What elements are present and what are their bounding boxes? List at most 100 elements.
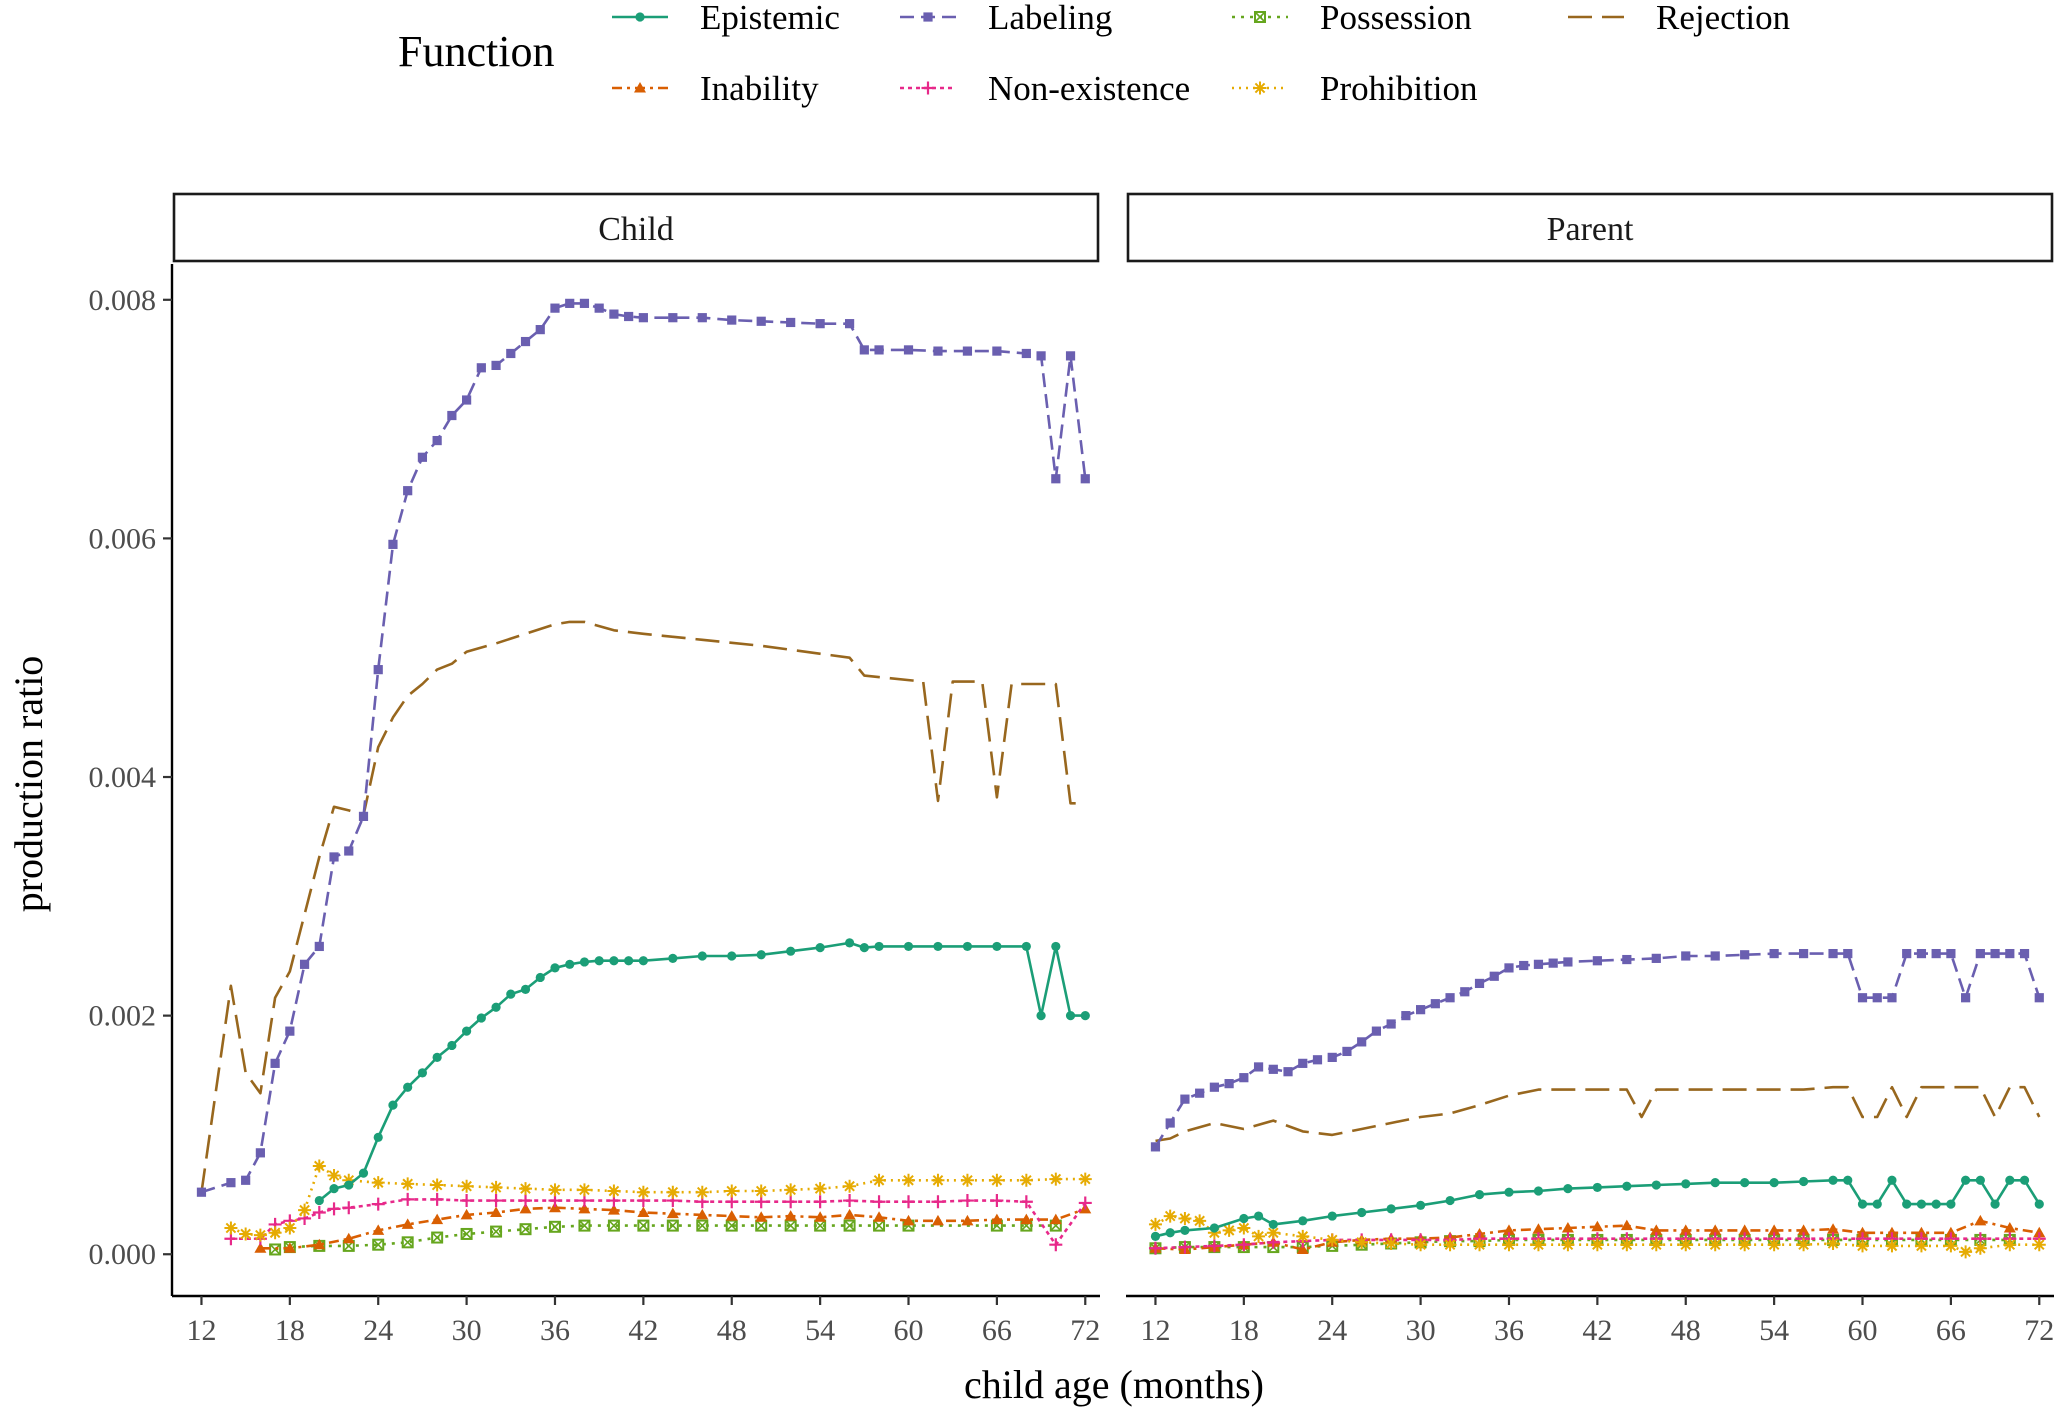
data-point-epistemic xyxy=(1681,1179,1691,1189)
legend-item-prohibition: Prohibition xyxy=(1232,69,1478,108)
data-point-prohibition xyxy=(1355,1235,1369,1249)
data-point-nonexistence xyxy=(784,1195,798,1209)
data-point-labeling xyxy=(1489,971,1499,981)
data-point-inability xyxy=(990,1213,1003,1225)
data-point-epistemic xyxy=(933,941,943,952)
data-point-epistemic xyxy=(903,941,914,952)
data-point-prohibition xyxy=(1885,1239,1899,1253)
data-point-labeling xyxy=(1224,1079,1234,1089)
data-point-epistemic xyxy=(1298,1216,1308,1226)
data-point-labeling xyxy=(874,345,884,355)
data-point-labeling xyxy=(1080,474,1090,484)
data-point-prohibition xyxy=(1049,1172,1063,1186)
data-point-prohibition xyxy=(519,1182,533,1196)
data-point-labeling xyxy=(1150,1142,1161,1152)
data-point-epistemic xyxy=(2034,1199,2044,1209)
data-point-labeling xyxy=(550,303,560,313)
data-point-epistemic xyxy=(417,1068,428,1078)
x-tick-label: 12 xyxy=(186,1314,216,1347)
x-tick-label: 18 xyxy=(1229,1314,1259,1347)
data-point-prohibition xyxy=(1973,1241,1987,1255)
data-point-prohibition xyxy=(1078,1172,1092,1186)
data-point-prohibition xyxy=(990,1173,1004,1187)
data-point-labeling xyxy=(299,959,310,969)
data-point-labeling xyxy=(1036,351,1046,361)
data-point-epistemic xyxy=(1065,1011,1076,1021)
data-point-possession xyxy=(637,1219,650,1232)
data-point-epistemic xyxy=(403,1082,413,1092)
data-point-epistemic xyxy=(1769,1178,1779,1188)
data-point-labeling xyxy=(520,336,531,347)
data-point-labeling xyxy=(2034,993,2044,1003)
data-point-prohibition xyxy=(666,1185,680,1199)
data-point-labeling xyxy=(506,348,516,359)
data-point-prohibition xyxy=(312,1159,326,1173)
data-point-prohibition xyxy=(1163,1209,1177,1223)
data-point-epistemic xyxy=(1150,1231,1161,1241)
data-point-inability xyxy=(519,1202,532,1214)
legend-items: Epistemic Labeling Possession Rejection Inab… xyxy=(612,0,1790,108)
series-prohibition xyxy=(1148,1209,2046,1259)
data-point-labeling xyxy=(226,1178,236,1188)
data-point-epistemic xyxy=(1872,1199,1882,1209)
data-point-inability xyxy=(931,1214,944,1226)
data-point-prohibition xyxy=(1679,1238,1693,1252)
data-point-nonexistence xyxy=(1237,1238,1251,1252)
data-point-inability xyxy=(1827,1223,1840,1234)
data-point-prohibition xyxy=(253,1228,267,1242)
data-point-prohibition xyxy=(1414,1238,1428,1252)
data-point-nonexistence xyxy=(902,1195,916,1209)
data-point-prohibition xyxy=(1944,1239,1958,1253)
data-point-epistemic xyxy=(1740,1178,1750,1188)
data-point-prohibition xyxy=(1019,1173,1033,1187)
data-point-inability xyxy=(431,1213,444,1225)
data-point-labeling xyxy=(638,313,648,323)
data-point-nonexistence xyxy=(327,1202,341,1216)
data-point-inability xyxy=(1885,1226,1898,1238)
data-point-labeling xyxy=(476,363,486,373)
x-tick-label: 54 xyxy=(805,1314,835,1347)
data-point-prohibition xyxy=(813,1182,827,1196)
legend-label-labeling: Labeling xyxy=(988,0,1112,37)
data-point-labeling xyxy=(594,303,604,313)
facet-strip-label: Parent xyxy=(1547,211,1634,248)
data-point-labeling xyxy=(962,346,973,356)
legend-marker-epistemic xyxy=(635,12,645,22)
data-point-nonexistence xyxy=(371,1197,385,1211)
data-point-possession xyxy=(725,1219,738,1232)
data-point-epistemic xyxy=(1445,1195,1455,1206)
data-point-labeling xyxy=(1946,948,1956,959)
data-point-epistemic xyxy=(786,946,796,956)
data-point-prohibition xyxy=(371,1176,385,1190)
data-point-labeling xyxy=(1843,948,1853,959)
data-point-prohibition xyxy=(1649,1238,1663,1252)
data-point-labeling xyxy=(1769,948,1779,959)
data-point-nonexistence xyxy=(960,1194,974,1208)
legend-item-nonexistence: Non-existence xyxy=(900,69,1190,108)
data-point-prohibition xyxy=(1531,1238,1545,1252)
data-point-labeling xyxy=(1253,1062,1264,1072)
data-point-inability xyxy=(490,1206,503,1217)
data-point-labeling xyxy=(1961,993,1971,1003)
facet-strip xyxy=(172,192,1100,263)
data-point-prohibition xyxy=(1502,1238,1516,1252)
data-point-labeling xyxy=(1312,1055,1323,1065)
series-labeling xyxy=(1150,948,2044,1152)
data-point-labeling xyxy=(196,1187,207,1197)
legend-item-labeling: Labeling xyxy=(900,0,1112,37)
y-axis-title: production ratio xyxy=(6,656,51,913)
data-point-inability xyxy=(1620,1219,1633,1231)
data-point-epistemic xyxy=(1857,1199,1868,1209)
data-point-prohibition xyxy=(548,1183,562,1197)
data-point-epistemic xyxy=(1209,1223,1219,1233)
x-tick-label: 24 xyxy=(363,1314,393,1347)
data-point-labeling xyxy=(609,309,619,319)
data-point-prohibition xyxy=(268,1226,282,1240)
data-point-inability xyxy=(784,1210,797,1221)
data-point-labeling xyxy=(1798,948,1809,959)
data-point-labeling xyxy=(1401,1011,1411,1021)
data-point-prohibition xyxy=(931,1173,945,1187)
data-point-prohibition xyxy=(430,1178,444,1192)
data-point-inability xyxy=(902,1214,915,1226)
